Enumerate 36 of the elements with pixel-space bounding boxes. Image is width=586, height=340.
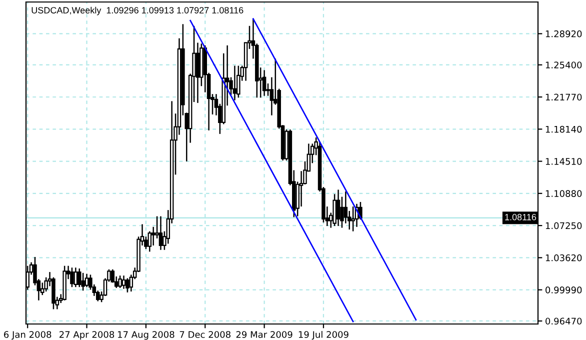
candlestick [122, 274, 126, 290]
candlestick [77, 268, 82, 288]
y-tick-label: 1.21770 [546, 94, 582, 101]
y-tick-label: 1.14510 [546, 158, 582, 165]
candlestick [118, 274, 122, 289]
x-tick-label: 27 Apr 2008 [60, 331, 114, 340]
candlestick [84, 273, 89, 288]
candlestick [148, 230, 152, 252]
candlestick [74, 266, 78, 288]
candlestick [232, 65, 237, 101]
candlestick [70, 266, 74, 288]
x-tick-label: 17 Aug 2008 [118, 331, 174, 340]
y-tick-label: 1.28920 [546, 30, 582, 38]
x-tick-label: 7 Dec 2008 [180, 331, 230, 338]
candlestick [262, 70, 266, 96]
x-tick-label: 19 Jul 2009 [298, 330, 348, 340]
candlestick [151, 226, 156, 246]
x-tick-label: 29 Mar 2009 [236, 331, 292, 338]
candlestick [332, 193, 336, 227]
y-tick-label: 1.07250 [546, 222, 582, 230]
text: USDCAD,Weekly 1.09296 1.09913 1.07927 1.08116 [32, 6, 244, 16]
y-tick-label: 0.96470 [546, 318, 582, 325]
y-tick-label: 1.18140 [546, 126, 582, 133]
y-tick-label: 1.25400 [546, 62, 582, 68]
candlestick [351, 206, 355, 232]
ref-line-label: 1.08116 [505, 214, 536, 220]
y-tick-label: 1.03620 [546, 254, 582, 262]
y-tick-label: 1.10880 [546, 190, 582, 197]
candlestick [358, 201, 362, 220]
y-tick-label: 0.99990 [546, 286, 582, 294]
candlestick [336, 189, 340, 227]
x-tick-label: 6 Jan 2008 [4, 331, 52, 340]
candlestick [158, 216, 163, 251]
candlestick [236, 65, 240, 98]
candlestick [126, 278, 130, 294]
candlestick [81, 272, 85, 292]
